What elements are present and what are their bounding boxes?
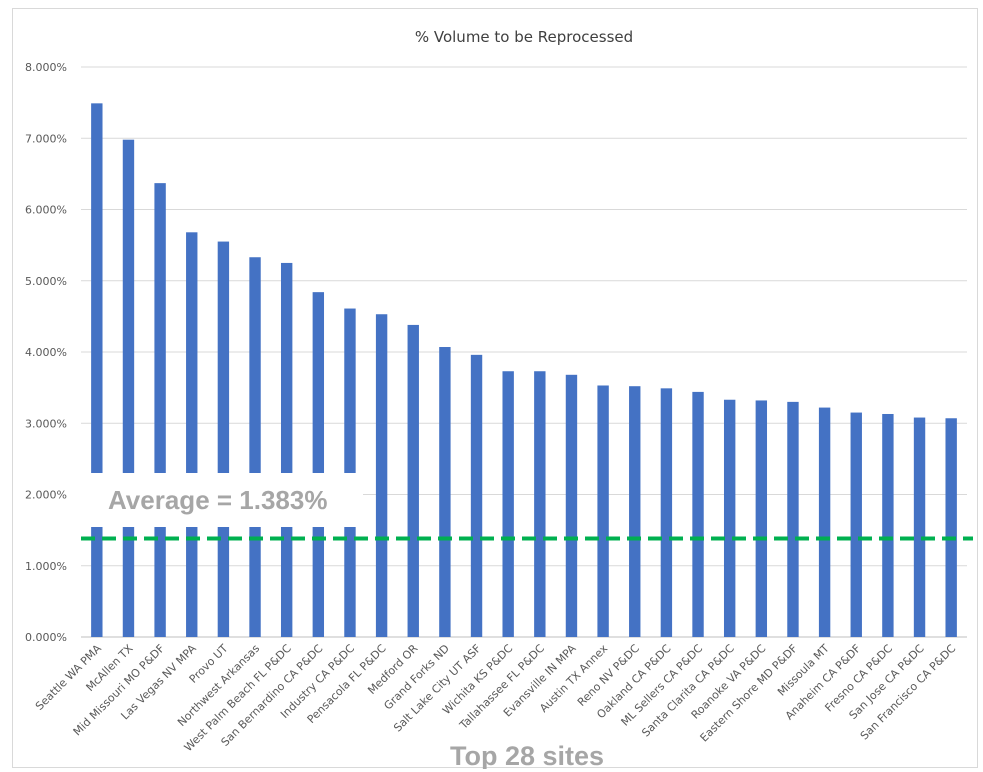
y-tick-label: 2.000% bbox=[25, 489, 67, 502]
average-label-background bbox=[79, 473, 363, 527]
y-axis-ticks: 0.000% 1.000% 2.000% 3.000% 4.000% 5.000% 6.00… bbox=[25, 61, 67, 644]
bar bbox=[502, 371, 514, 637]
bars bbox=[91, 103, 957, 638]
bar bbox=[439, 347, 451, 637]
bar bbox=[154, 183, 166, 637]
bar bbox=[850, 412, 862, 637]
x-axis-label: Top 28 sites bbox=[450, 741, 604, 769]
bar bbox=[882, 413, 894, 637]
bar bbox=[692, 391, 704, 637]
bar bbox=[629, 386, 641, 637]
gridlines bbox=[81, 66, 967, 638]
average-label: Average = 1.383% bbox=[108, 485, 327, 515]
bar bbox=[723, 399, 736, 637]
bar bbox=[312, 292, 325, 637]
y-tick-label: 5.000% bbox=[25, 275, 67, 288]
bar bbox=[565, 374, 578, 637]
bar bbox=[407, 324, 419, 637]
y-tick-label: 4.000% bbox=[25, 346, 67, 359]
bar bbox=[945, 418, 957, 637]
bar bbox=[249, 257, 261, 637]
bar bbox=[660, 388, 673, 637]
bar bbox=[787, 401, 799, 637]
bar bbox=[913, 417, 926, 637]
bar bbox=[597, 385, 609, 637]
bar bbox=[280, 262, 293, 637]
bar bbox=[534, 371, 546, 637]
bar bbox=[186, 232, 198, 638]
bar bbox=[755, 400, 768, 637]
bar-chart: % Volume to be Reprocessed 0.000% 1.000% 2… bbox=[25, 28, 973, 769]
chart-title: % Volume to be Reprocessed bbox=[415, 28, 633, 46]
chart-frame: % Volume to be Reprocessed 0.000% 1.000% 2… bbox=[12, 8, 978, 769]
y-tick-label: 8.000% bbox=[25, 61, 67, 74]
y-tick-label: 6.000% bbox=[25, 204, 67, 217]
y-tick-label: 0.000% bbox=[25, 631, 67, 644]
bar bbox=[470, 354, 483, 637]
y-tick-label: 7.000% bbox=[25, 132, 67, 145]
bar bbox=[344, 308, 356, 637]
y-tick-label: 3.000% bbox=[25, 417, 67, 430]
bar bbox=[375, 314, 388, 637]
bar bbox=[91, 103, 103, 637]
bar bbox=[217, 241, 230, 637]
bar bbox=[122, 139, 135, 638]
bar bbox=[818, 407, 831, 637]
y-tick-label: 1.000% bbox=[25, 560, 67, 573]
